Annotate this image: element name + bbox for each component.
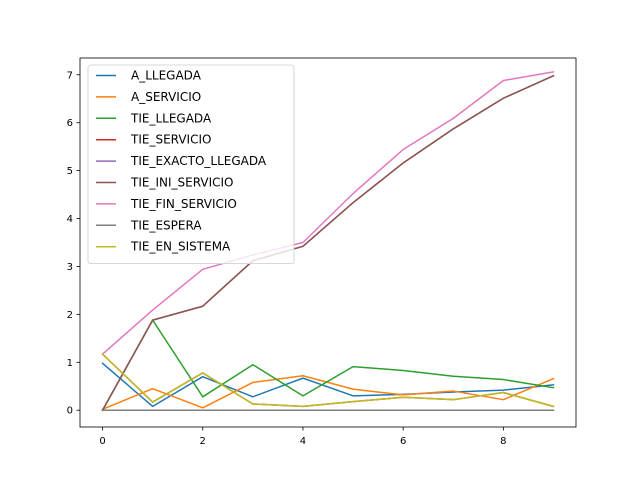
x-tick-label: 4 [300,436,306,447]
legend-label-tie-ini-servicio: TIE_INI_SERVICIO [130,176,234,190]
y-tick-label: 6 [67,118,73,129]
y-tick-label: 0 [67,406,73,417]
series-line-tie-fin-servicio [101,71,555,356]
legend-label-tie-espera: TIE_ESPERA [130,218,202,232]
legend-label-a-llegada: A_LLEGADA [131,69,202,83]
legend-label-tie-exacto-llegada: TIE_EXACTO_LLEGADA [130,154,267,168]
x-tick-label: 0 [99,436,105,447]
series-line-tie-ini-servicio [101,74,555,412]
legend-label-tie-servicio: TIE_SERVICIO [130,133,211,147]
series-line-tie-llegada [101,319,555,412]
x-tick-label: 2 [200,436,206,447]
legend-label-tie-llegada: TIE_LLEGADA [130,111,212,125]
series-layer [101,71,555,412]
y-tick-label: 2 [67,310,73,321]
x-tick-label: 6 [400,436,406,447]
y-tick-label: 7 [67,70,73,81]
y-tick-label: 1 [67,358,73,369]
legend-label-tie-en-sistema: TIE_EN_SISTEMA [130,240,231,254]
legend-box [87,64,295,265]
series-line-a-llegada [101,362,555,408]
legend-label-a-servicio: A_SERVICIO [131,90,201,104]
y-axis: 0 1 2 3 4 5 6 7 [67,70,80,417]
x-axis: 0 2 4 6 8 [99,427,507,447]
legend-label-tie-fin-servicio: TIE_FIN_SERVICIO [130,197,237,211]
x-tick-label: 8 [500,436,506,447]
y-tick-label: 3 [67,262,73,273]
legend: A_LLEGADA A_SERVICIO TIE_LLEGADA TIE_SERVIC… [87,64,295,265]
series-line-tie-servicio [101,353,555,408]
y-tick-label: 4 [67,214,73,225]
series-line-tie-en-sistema [101,353,555,408]
plot-frame [79,57,577,428]
y-tick-label: 5 [67,166,73,177]
